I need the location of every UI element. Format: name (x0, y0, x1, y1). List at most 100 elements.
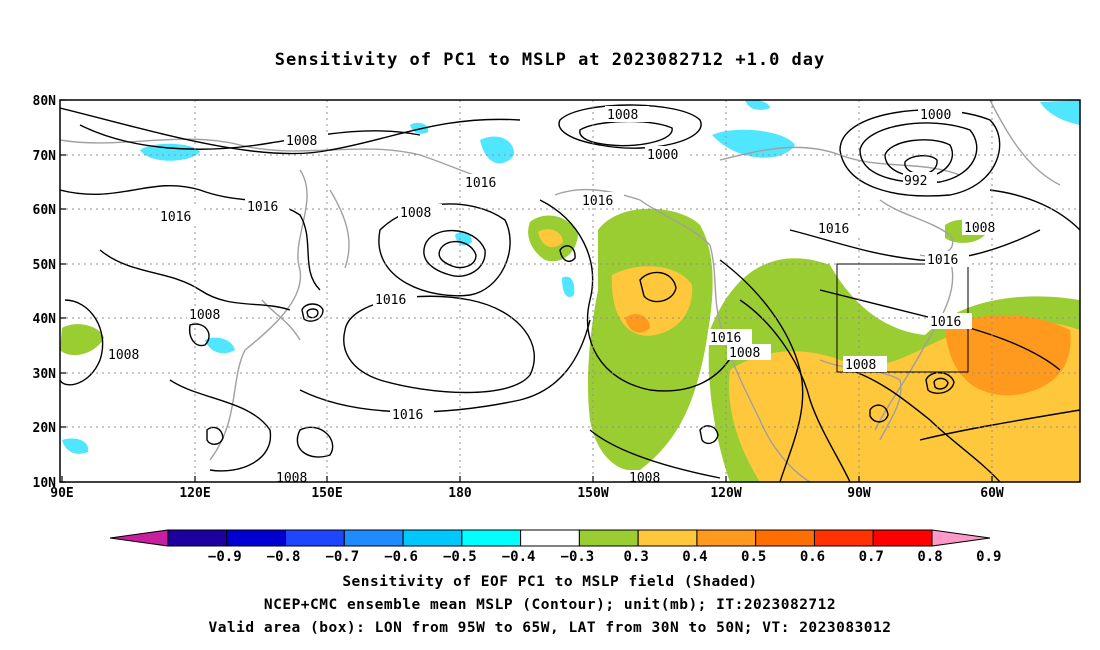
contour-line (904, 155, 938, 175)
lat-label-30n: 30N (33, 367, 57, 382)
contour-label: 1008 (189, 308, 220, 323)
contour-label: 1008 (729, 346, 760, 361)
negative-shade-arctic-1 (140, 143, 200, 161)
axis-ticks (60, 99, 993, 483)
positive-shade-asia (60, 324, 104, 356)
contour-label: 1016 (927, 253, 958, 268)
contour-line (884, 139, 953, 178)
contour-line (301, 303, 324, 322)
contour-line (60, 107, 521, 155)
colorbar-swatch (813, 529, 874, 547)
colorbar-swatch (696, 529, 757, 547)
contour-line (579, 120, 673, 147)
colorbar-arrow-low (109, 529, 169, 547)
contour-line (79, 124, 421, 150)
positive-shade-orange-east (945, 315, 1071, 396)
lat-label-60n: 60N (33, 203, 57, 218)
colorbar-label: −0.9 (208, 549, 242, 565)
contour-line (423, 229, 486, 277)
colorbar-label: 0.3 (624, 549, 649, 565)
contour-line (438, 240, 477, 269)
lat-label-40n: 40N (33, 312, 57, 327)
contour-line (296, 426, 334, 458)
contour-line (169, 379, 272, 472)
colorbar-swatch (402, 529, 463, 547)
coast-hudson-bay (879, 199, 954, 257)
colorbar-swatch (872, 529, 933, 547)
colorbar-swatch (578, 529, 639, 547)
lon-label-90w: 90W (847, 486, 871, 501)
contour-label: 1016 (930, 315, 961, 330)
lon-label-150e: 150E (311, 486, 342, 501)
contour-label: 1000 (647, 148, 678, 163)
colorbar-swatch (285, 529, 345, 547)
colorbar-swatch (520, 529, 580, 547)
lat-label-50n: 50N (33, 258, 57, 273)
colorbar-label: −0.5 (443, 549, 477, 565)
chart-title: Sensitivity of PC1 to MSLP at 2023082712… (274, 50, 826, 70)
contour-line (739, 299, 851, 482)
contour-label: 1008 (629, 471, 660, 486)
contour-label: 1016 (710, 331, 741, 346)
coast-siberia (60, 138, 491, 181)
shaded-sensitivity-field (60, 100, 1080, 482)
negative-shade-south-asia (62, 438, 89, 454)
positive-shade-yellow-west (538, 229, 563, 248)
colorbar-label: 0.9 (976, 549, 1001, 565)
lat-label-80n: 80N (33, 94, 57, 109)
contour-label: 1016 (392, 408, 423, 423)
colorbar-arrow-high (931, 529, 991, 547)
contour-line (989, 189, 1080, 231)
lat-label-20n: 20N (33, 421, 57, 436)
coast-greenland (989, 100, 1061, 186)
map-plot-area: 1008 1008 1000 1000 992 1016 1016 1016 1… (60, 100, 1080, 486)
colorbar-label: −0.3 (561, 549, 595, 565)
lon-label-60w: 60W (980, 486, 1004, 501)
contour-label: 1008 (286, 134, 317, 149)
contour-line (188, 323, 210, 347)
negative-shade-japan (205, 337, 235, 354)
contour-line (869, 404, 889, 423)
contour-line (60, 184, 321, 291)
contour-line (699, 425, 719, 445)
contour-label: 1016 (582, 194, 613, 209)
colorbar: −0.9 −0.8 −0.7 −0.6 −0.5 −0.4 −0.3 0.3 0.4 0.5 0.6… (109, 529, 1001, 565)
colorbar-label: −0.6 (384, 549, 418, 565)
contour-label: 1016 (818, 222, 849, 237)
negative-shade-arctic-5 (745, 100, 770, 110)
contour-line (558, 104, 702, 149)
colorbar-label: −0.7 (325, 549, 359, 565)
contour-line (539, 199, 736, 392)
colorbar-label: 0.8 (917, 549, 942, 565)
colorbar-swatch (755, 529, 815, 547)
coast-alaska (554, 188, 711, 246)
contour-line (206, 426, 224, 445)
lon-label-180: 180 (448, 486, 472, 501)
contour-line (933, 377, 949, 390)
contour-label: 1008 (400, 206, 431, 221)
colorbar-label: 0.5 (741, 549, 766, 565)
contour-line (859, 122, 978, 184)
negative-shade-hawaii (562, 276, 575, 297)
coast-kamchatka (329, 189, 350, 269)
contour-line (919, 409, 1080, 441)
contour-label: 1016 (465, 176, 496, 191)
coast-japan (261, 299, 301, 341)
contour-line (306, 308, 319, 319)
longitude-labels: 90E 120E 150E 180 150W 120W 90W 60W (50, 486, 1004, 501)
colorbar-label: 0.7 (859, 549, 884, 565)
colorbar-swatch (461, 529, 522, 547)
positive-shade-pacific (587, 208, 713, 471)
negative-shade-arctic-3 (712, 129, 795, 158)
caption-line-2: NCEP+CMC ensemble mean MSLP (Contour); u… (263, 597, 837, 613)
contour-label: 1008 (607, 108, 638, 123)
contour-line (839, 109, 1001, 197)
lat-label-10n: 10N (33, 476, 57, 491)
mslp-contours (60, 104, 1080, 482)
coast-north-america-west (709, 244, 811, 482)
contour-line (719, 259, 804, 482)
coast-us-east (874, 259, 954, 431)
contour-line (589, 429, 721, 479)
negative-shade-arctic-2 (480, 136, 515, 164)
